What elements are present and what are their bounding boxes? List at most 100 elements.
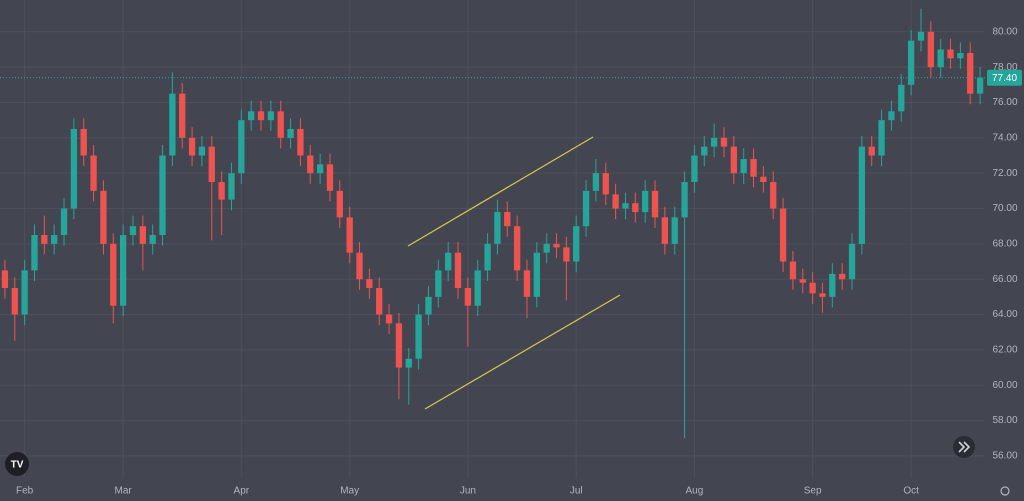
candle-body bbox=[248, 111, 255, 121]
candle-body bbox=[927, 31, 934, 68]
candle-body bbox=[917, 31, 925, 41]
last-price-tag bbox=[987, 69, 1022, 86]
x-tick-label: Jul bbox=[570, 486, 583, 497]
candle-body bbox=[642, 190, 649, 213]
candle-body bbox=[484, 243, 491, 271]
candle-body bbox=[839, 273, 846, 280]
candle-body bbox=[21, 270, 28, 315]
candle-body bbox=[395, 323, 403, 368]
candle-body bbox=[208, 146, 215, 183]
candle-body bbox=[878, 120, 885, 156]
candle-body bbox=[385, 314, 393, 324]
candle-body bbox=[898, 84, 905, 112]
candle-body bbox=[829, 273, 836, 297]
candle-body bbox=[661, 217, 669, 244]
candle-body bbox=[445, 252, 452, 271]
candle-body bbox=[602, 173, 609, 195]
candle-body bbox=[573, 226, 580, 262]
candle-body bbox=[671, 217, 678, 244]
y-tick-label: 74.00 bbox=[992, 132, 1017, 143]
candle-body bbox=[504, 212, 511, 227]
candle-body bbox=[454, 252, 462, 289]
candle-body bbox=[799, 279, 806, 283]
candle-body bbox=[415, 314, 422, 359]
y-tick-label: 78.00 bbox=[992, 62, 1017, 73]
candle-body bbox=[937, 49, 944, 68]
candle-body bbox=[366, 279, 373, 289]
grid bbox=[0, 0, 985, 478]
y-tick-label: 56.00 bbox=[992, 451, 1017, 462]
candle-body bbox=[159, 155, 166, 236]
x-tick-label: Oct bbox=[903, 486, 919, 497]
candle-body bbox=[770, 182, 777, 209]
candle-body bbox=[218, 182, 225, 200]
candle-body bbox=[622, 203, 629, 209]
candle-body bbox=[494, 212, 501, 244]
candle-body bbox=[691, 155, 698, 183]
candle-body bbox=[710, 137, 718, 147]
candle-body bbox=[976, 77, 984, 94]
candle-body bbox=[425, 296, 432, 315]
candle-body bbox=[750, 159, 757, 177]
x-tick-label: Mar bbox=[115, 486, 133, 497]
candle-body bbox=[523, 270, 531, 297]
candle-body bbox=[809, 282, 816, 294]
y-tick-label: 64.00 bbox=[992, 309, 1017, 320]
y-tick-label: 66.00 bbox=[992, 274, 1017, 285]
candle-body bbox=[868, 146, 875, 156]
candle-body bbox=[100, 190, 107, 244]
candle-body bbox=[947, 49, 954, 59]
candle-body bbox=[760, 176, 767, 183]
candle-body bbox=[336, 190, 343, 218]
x-tick-label: Feb bbox=[16, 486, 34, 497]
candle-body bbox=[651, 190, 659, 218]
candle-body bbox=[848, 243, 856, 280]
candle-body bbox=[110, 243, 117, 306]
candle-body bbox=[287, 128, 294, 138]
candle-body bbox=[169, 93, 176, 156]
svg-text:TV: TV bbox=[11, 460, 24, 471]
candle-body bbox=[80, 128, 87, 156]
candle-body bbox=[907, 40, 915, 85]
settings-icon[interactable] bbox=[1000, 486, 1010, 496]
candle-body bbox=[553, 243, 560, 248]
axes: 56.00 58.00 60.00 62.00 64.00 66.00 68.00 70.00… bbox=[0, 26, 1022, 497]
candle-body bbox=[188, 137, 196, 156]
candle-body bbox=[435, 270, 442, 297]
candle-body bbox=[592, 173, 600, 191]
candle-body bbox=[70, 128, 78, 209]
candle-body bbox=[198, 146, 206, 156]
trend-line bbox=[424, 294, 621, 410]
x-tick-label: Aug bbox=[686, 486, 704, 497]
candle-body bbox=[11, 288, 18, 315]
candle-body bbox=[632, 203, 639, 213]
candle-body bbox=[858, 146, 866, 244]
candle-body bbox=[326, 164, 334, 191]
y-tick-label: 76.00 bbox=[992, 97, 1017, 108]
candle-body bbox=[779, 208, 787, 262]
candle-body bbox=[533, 252, 540, 297]
last-price-label: 77.40 bbox=[992, 73, 1017, 84]
candle-body bbox=[582, 190, 590, 227]
candle-body bbox=[31, 235, 38, 271]
scroll-button[interactable] bbox=[953, 436, 975, 458]
y-tick-label: 68.00 bbox=[992, 239, 1017, 250]
candle-body bbox=[1, 270, 9, 289]
candle-body bbox=[228, 173, 235, 200]
candle-body bbox=[267, 111, 275, 121]
x-tick-label: Apr bbox=[234, 486, 250, 497]
candle-body bbox=[356, 252, 363, 280]
candle-body bbox=[474, 270, 481, 306]
candle-body bbox=[789, 261, 797, 280]
candle-body bbox=[563, 247, 570, 262]
candle-body bbox=[346, 217, 353, 253]
candle-body bbox=[720, 137, 728, 147]
candle-body bbox=[888, 111, 895, 121]
y-tick-label: 60.00 bbox=[992, 380, 1017, 391]
x-tick-label: Jun bbox=[460, 486, 476, 497]
logo: TV bbox=[5, 452, 29, 476]
candle-body bbox=[129, 226, 137, 236]
candle-body bbox=[149, 235, 156, 244]
